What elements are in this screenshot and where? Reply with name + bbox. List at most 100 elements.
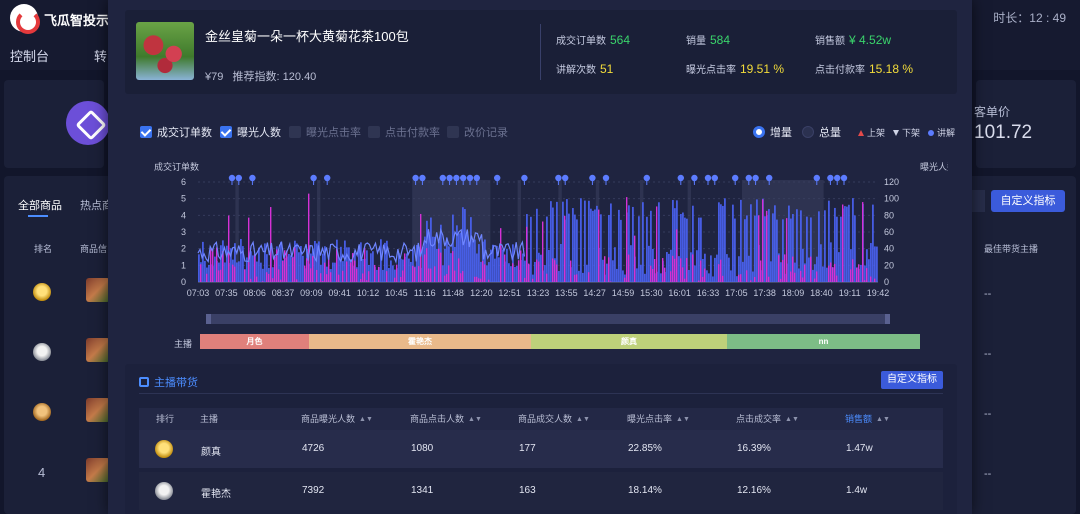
nav-second[interactable]: 转 bbox=[94, 49, 108, 64]
x-tick: 16:01 bbox=[668, 288, 691, 298]
host-cvr: 12.16% bbox=[737, 485, 771, 496]
col-deals[interactable]: 商品成交人数 ▲▼ bbox=[518, 414, 590, 424]
host-deals: 177 bbox=[519, 443, 536, 454]
orders-bar bbox=[790, 271, 792, 282]
legend-orders-checkbox[interactable]: 成交订单数 bbox=[140, 125, 212, 139]
y-right-tick: 20 bbox=[884, 260, 894, 270]
radio-total[interactable]: 总量 bbox=[802, 124, 841, 140]
y-left-tick: 0 bbox=[181, 277, 186, 287]
orders-bar bbox=[420, 213, 422, 282]
legend-price-change-checkbox[interactable]: 改价记录 bbox=[447, 125, 508, 139]
orders-bar bbox=[588, 272, 590, 282]
exposure-bar bbox=[458, 233, 460, 282]
orders-bar bbox=[426, 248, 428, 282]
range-slider[interactable] bbox=[206, 314, 890, 324]
exposure-bar bbox=[480, 261, 482, 282]
exposure-bar bbox=[696, 250, 698, 282]
sort-icon: ▲▼ bbox=[359, 416, 373, 423]
orders-bar bbox=[396, 264, 398, 282]
col-sales[interactable]: 销售额 ▲▼ bbox=[845, 414, 890, 424]
exposure-bar bbox=[782, 219, 784, 282]
orders-bar bbox=[274, 255, 276, 282]
exposure-bar bbox=[602, 259, 604, 282]
explain-marker bbox=[643, 174, 650, 182]
table-row[interactable]: 颜真 4726 1080 177 22.85% 16.39% 1.47w bbox=[139, 430, 943, 468]
bg-tab-all[interactable]: 全部商品 bbox=[18, 200, 62, 212]
range-handle-right[interactable] bbox=[885, 314, 890, 324]
bg-product-thumb[interactable] bbox=[86, 458, 110, 482]
legend-pay-rate-checkbox[interactable]: 点击付款率 bbox=[368, 125, 440, 139]
bg-stat-label: 客单价 bbox=[974, 105, 1011, 119]
exposure-bar bbox=[616, 268, 618, 282]
exposure-bar bbox=[380, 239, 382, 282]
exposure-bar bbox=[606, 263, 608, 282]
trend-chart[interactable]: 成交订单数曝光人数001202403604805100612007:0307:3… bbox=[148, 158, 948, 348]
bg-product-thumb[interactable] bbox=[86, 338, 110, 362]
table-row[interactable]: 霍艳杰 7392 1341 163 18.14% 12.16% 1.4w bbox=[139, 472, 943, 510]
explain-band bbox=[317, 180, 321, 282]
legend-ctr-checkbox[interactable]: 曝光点击率 bbox=[289, 125, 361, 139]
orders-bar bbox=[250, 278, 252, 282]
exposure-bar bbox=[394, 269, 396, 282]
col-cvr[interactable]: 点击成交率 ▲▼ bbox=[736, 414, 799, 424]
anchor-segment[interactable]: nn bbox=[727, 334, 920, 349]
exposure-bar bbox=[632, 206, 634, 282]
anchor-segment[interactable]: 霍艳杰 bbox=[309, 334, 531, 349]
exposure-bar bbox=[388, 267, 390, 282]
radio-increment[interactable]: 增量 bbox=[753, 124, 792, 140]
exposure-bar bbox=[756, 199, 758, 282]
explain-marker bbox=[602, 174, 610, 182]
stat-explain-count: 讲解次数 51 bbox=[556, 62, 614, 76]
x-tick: 18:40 bbox=[810, 288, 833, 298]
anchor-segment[interactable]: 月色 bbox=[200, 334, 309, 349]
exposure-bar bbox=[250, 251, 252, 282]
orders-bar bbox=[720, 259, 722, 282]
col-exposure[interactable]: 商品曝光人数 ▲▼ bbox=[301, 414, 373, 424]
exposure-bar bbox=[652, 248, 654, 282]
exposure-bar bbox=[224, 262, 226, 282]
col-ctr[interactable]: 曝光点击率 ▲▼ bbox=[627, 414, 690, 424]
orders-bar bbox=[404, 253, 406, 282]
exposure-bar bbox=[392, 265, 394, 282]
live-timer: 时长：12 : 49 bbox=[993, 11, 1066, 25]
col-clicks[interactable]: 商品点击人数 ▲▼ bbox=[410, 414, 482, 424]
bg-custom-metrics-button[interactable]: 自定义指标 bbox=[991, 190, 1065, 212]
exposure-bar bbox=[700, 217, 702, 282]
x-tick: 18:09 bbox=[782, 288, 805, 298]
orders-bar bbox=[828, 265, 830, 282]
host-custom-metrics-button[interactable]: 自定义指标 bbox=[881, 371, 943, 389]
bg-product-thumb[interactable] bbox=[86, 278, 110, 302]
exposure-bar bbox=[812, 269, 814, 282]
nav-dashboard[interactable]: 控制台 bbox=[10, 49, 50, 64]
exposure-bar bbox=[546, 216, 548, 282]
explain-marker bbox=[704, 174, 712, 182]
orders-bar bbox=[804, 264, 806, 282]
anchor-label: 主播 bbox=[174, 339, 193, 349]
exposure-bar bbox=[456, 225, 458, 282]
bg-product-thumb[interactable] bbox=[86, 398, 110, 422]
orders-bar bbox=[856, 267, 858, 282]
orders-bar bbox=[352, 253, 354, 282]
orders-bar bbox=[538, 261, 540, 282]
bg-tab-hot[interactable]: 热点商 bbox=[80, 200, 113, 212]
orders-bar bbox=[296, 279, 298, 282]
explain-marker bbox=[589, 174, 596, 182]
orders-bar bbox=[762, 199, 764, 282]
anchor-segment[interactable]: 颜真 bbox=[531, 334, 727, 349]
y-right-tick: 100 bbox=[884, 194, 899, 204]
exposure-bar bbox=[474, 239, 476, 282]
x-tick: 13:23 bbox=[527, 288, 550, 298]
exposure-bar bbox=[720, 204, 722, 282]
exposure-bar bbox=[802, 248, 804, 282]
legend-exposure-checkbox[interactable]: 曝光人数 bbox=[220, 125, 281, 139]
exposure-bar bbox=[830, 242, 832, 282]
exposure-bar bbox=[314, 240, 316, 282]
range-handle-left[interactable] bbox=[206, 314, 211, 324]
stat-sales-volume: 销量 584 bbox=[686, 33, 731, 47]
orders-bar bbox=[428, 268, 430, 282]
host-clicks: 1341 bbox=[411, 485, 434, 496]
x-tick: 17:05 bbox=[725, 288, 748, 298]
orders-bar bbox=[418, 266, 420, 282]
exposure-bar bbox=[288, 254, 290, 282]
exposure-bar bbox=[706, 270, 708, 282]
